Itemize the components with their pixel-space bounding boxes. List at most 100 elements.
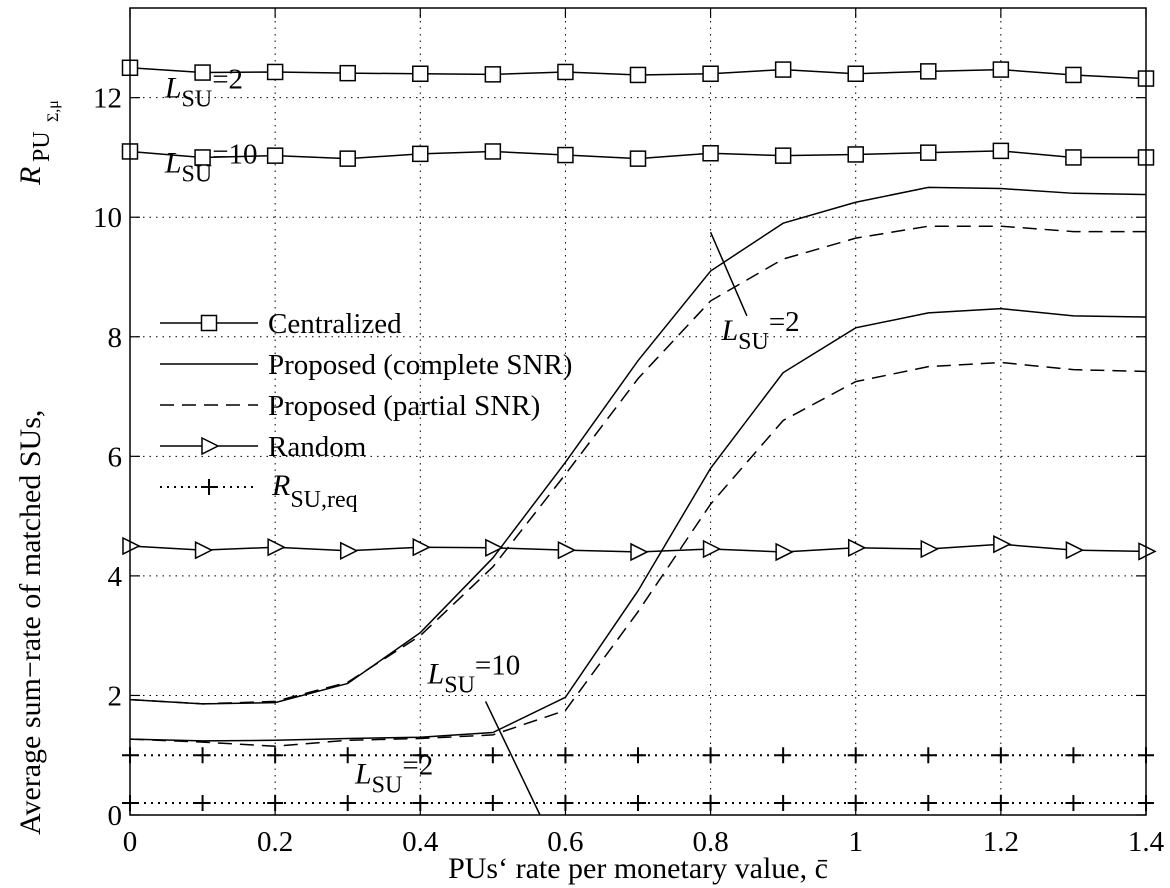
series-r-su-req-l-su-10	[122, 747, 1154, 764]
square-marker	[920, 63, 937, 80]
square-marker	[1065, 149, 1082, 166]
y-tick-label: 6	[108, 441, 123, 473]
square-marker	[194, 64, 211, 81]
plus-marker	[630, 795, 646, 812]
curve-annotation: LSU=2	[164, 64, 243, 113]
triangle-marker	[1138, 542, 1157, 561]
plus-marker	[1065, 795, 1082, 812]
y-tick-label: 4	[108, 561, 123, 593]
plus-marker	[992, 747, 1009, 764]
series-line	[129, 361, 1147, 748]
square-marker	[774, 61, 792, 78]
legend-entry-2: Proposed (partial SNR)	[160, 390, 540, 422]
triangle-marker	[194, 540, 214, 560]
square-marker	[920, 144, 937, 161]
annotation-value: =2	[402, 749, 433, 781]
plot-area	[121, 59, 1157, 812]
square-marker	[339, 64, 356, 82]
y-tick-label: 2	[108, 680, 123, 712]
square-marker	[266, 63, 284, 81]
square-marker	[992, 142, 1010, 160]
x-tick-label: 1.2	[983, 826, 1019, 858]
annotation-subscript: SU	[738, 329, 769, 355]
annotation-value: =10	[212, 138, 257, 170]
x-tick-label: 0	[123, 826, 138, 858]
grid	[130, 8, 1146, 815]
square-marker	[194, 149, 211, 166]
y-tick-label: 10	[93, 202, 122, 234]
square-marker	[266, 147, 284, 164]
triangle-marker	[702, 539, 722, 559]
triangle-marker	[201, 436, 220, 456]
square-marker	[774, 147, 792, 164]
series-random	[122, 534, 1157, 562]
x-tick-label: 1.4	[1128, 826, 1165, 858]
square-marker	[200, 314, 218, 332]
callout-line	[484, 701, 541, 816]
square-marker	[1065, 66, 1082, 84]
plus-marker	[775, 747, 792, 764]
legend-entry-4: RSU,req	[160, 469, 358, 513]
x-tick-label: 0.8	[692, 826, 728, 858]
x-tick-label: 0.2	[257, 826, 293, 858]
triangle-marker	[630, 542, 649, 562]
x-tick-label: 1	[848, 826, 863, 858]
y-axis-label-subscript: PU	[29, 131, 55, 162]
triangle-marker	[122, 536, 141, 556]
axis-ticks: 0 0.2 0.4 0.6 0.8 1 1.2 1.4 0 2 4 6 8 10 12	[93, 8, 1165, 858]
series-line	[129, 186, 1147, 705]
plus-marker	[484, 795, 501, 812]
plus-marker	[920, 795, 937, 812]
series-proposed-complete-snr--l-su-2	[129, 307, 1147, 742]
plus-marker	[412, 747, 429, 764]
square-marker	[412, 65, 429, 83]
legend-label-symbol: R	[271, 469, 290, 502]
series-proposed-partial-snr--l-su-10	[129, 225, 1146, 705]
plus-marker	[775, 795, 792, 812]
annotation-value: =2	[769, 306, 800, 338]
square-marker	[484, 66, 502, 83]
legend-label: Random	[268, 431, 367, 463]
legend-entry-1: Proposed (complete SNR)	[160, 349, 572, 381]
triangle-marker	[412, 537, 431, 557]
annotation-symbol: L	[164, 146, 182, 179]
plus-marker	[201, 479, 217, 495]
series-line	[129, 307, 1147, 742]
triangle-marker	[557, 540, 577, 560]
square-marker	[702, 65, 719, 83]
y-axis-label-subsubscript: Σ,μ	[45, 100, 62, 122]
plus-marker	[630, 747, 646, 764]
square-marker	[629, 150, 647, 167]
square-marker	[992, 61, 1010, 78]
triangle-marker	[267, 537, 286, 557]
callout-line	[709, 231, 748, 317]
square-marker	[557, 146, 574, 164]
legend-label-subscript: SU,req	[290, 487, 357, 513]
plus-marker	[847, 747, 864, 764]
series-centralized-l-su-2	[121, 59, 1155, 87]
legend-label: Centralized	[268, 308, 402, 340]
square-marker	[484, 143, 502, 160]
curve-annotation: LSU=2	[720, 306, 799, 355]
annotation-symbol: L	[354, 757, 372, 790]
y-axis-label-symbol: R	[14, 167, 47, 186]
curve-annotation: LSU=2	[354, 749, 433, 798]
x-tick-label: 0.6	[547, 826, 583, 858]
triangle-marker	[339, 541, 359, 560]
curve-annotation: LSU=10	[427, 649, 521, 698]
square-marker	[629, 66, 647, 84]
y-tick-label: 12	[93, 83, 122, 115]
square-marker	[557, 63, 574, 81]
annotation-symbol: L	[720, 314, 738, 347]
square-marker	[847, 65, 864, 83]
series-proposed-partial-snr--l-su-2	[129, 361, 1147, 748]
series-proposed-complete-snr--l-su-10	[129, 186, 1147, 705]
plus-marker	[194, 747, 211, 764]
series-line	[129, 225, 1146, 705]
x-tick-label: 0.4	[402, 826, 439, 858]
square-marker	[412, 145, 429, 163]
square-marker	[847, 146, 864, 163]
curve-annotation: LSU=10	[164, 138, 258, 187]
triangle-marker	[847, 538, 867, 558]
